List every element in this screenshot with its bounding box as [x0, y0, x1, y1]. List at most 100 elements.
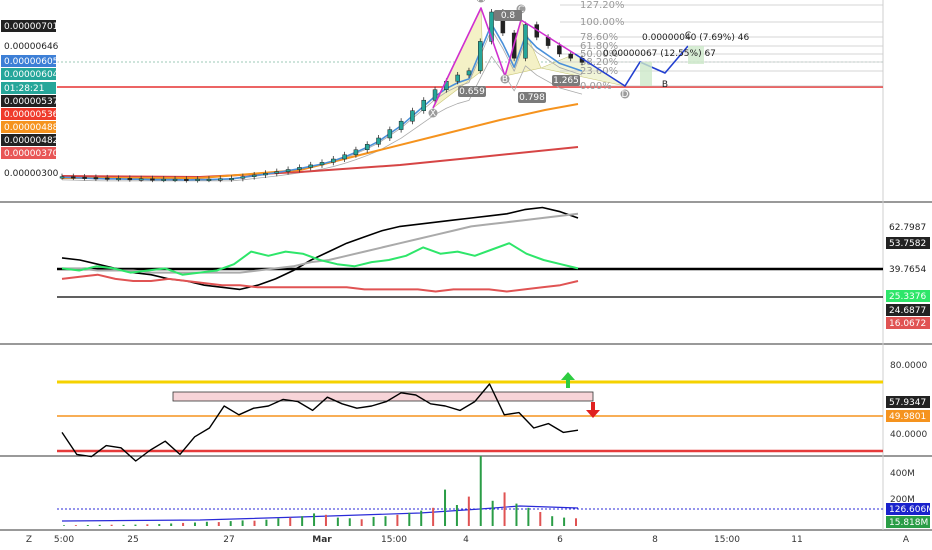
osc-tag-1: 53.7582	[889, 239, 926, 249]
price-tag-1-bg	[1, 40, 56, 52]
volume-bar-9	[170, 523, 173, 526]
volume-bar-42	[563, 517, 566, 526]
candle-body-23	[319, 162, 325, 166]
stoch-zone-box	[172, 391, 594, 402]
volume-bar-35	[479, 456, 482, 526]
volume-bar-23	[336, 517, 339, 526]
time-label-7: 8	[652, 535, 658, 545]
volume-bar-43	[575, 518, 577, 526]
volume-bar-5	[122, 524, 125, 526]
fib-label-3: 61.80%	[580, 41, 618, 52]
price-tag-7-bg	[1, 121, 56, 133]
stoch-tick-0: 80.0000	[890, 361, 927, 371]
candle-body-22	[308, 164, 313, 168]
stoch-tag-0-bg	[886, 396, 930, 408]
candle-body-33	[432, 89, 438, 101]
volume-ma	[61, 505, 579, 522]
volume-bar-21	[313, 513, 316, 526]
candle-body-38	[489, 11, 494, 42]
candle-body-17	[251, 174, 257, 177]
price-tag-5-bg	[1, 95, 56, 107]
price-tag-3-bg	[1, 68, 56, 80]
volume-bar-19	[289, 517, 292, 526]
volume-bar-32	[444, 489, 447, 526]
price-tag-5: 0.00000537	[4, 97, 58, 107]
candle-body-37	[478, 41, 483, 72]
pattern-point-bg-A	[476, 0, 486, 3]
candle-body-11	[184, 178, 189, 181]
candle-body-28	[376, 137, 381, 145]
volume-bar-28	[396, 514, 399, 526]
price-tag-6-bg	[1, 108, 56, 120]
price-tag-7: 0.00000488	[4, 123, 59, 133]
arrow-up-icon	[561, 372, 575, 388]
osc-tag-3-bg	[886, 290, 930, 302]
time-label-4: 15:00	[381, 535, 407, 545]
volume-bar-17	[265, 519, 268, 526]
projection-point-C: C	[685, 31, 691, 41]
bollinger-lower	[61, 55, 583, 182]
volume-bar-20	[301, 516, 304, 526]
candle-body-7	[138, 178, 144, 181]
pattern-point-bg-B	[500, 74, 510, 84]
ratio-bg-3	[552, 75, 580, 86]
price-tag-3: 0.00000604	[4, 70, 59, 80]
projection-point-B: B	[662, 80, 668, 90]
stoch-tag-1-bg	[886, 410, 930, 422]
candle-body-3	[93, 177, 99, 180]
bollinger-upper	[61, 29, 583, 181]
candle-body-32	[421, 99, 426, 111]
pattern-point-B: B	[502, 75, 508, 85]
volume-bar-33	[455, 505, 458, 526]
candle-body-19	[274, 171, 280, 174]
volume-bar-13	[217, 522, 220, 526]
candle-body-20	[285, 169, 291, 172]
price-tag-10: 0.00000300	[4, 169, 59, 179]
osc-tag-0-bg	[886, 221, 930, 233]
price-tag-9-bg	[1, 147, 56, 159]
ratio-bg-0	[494, 10, 522, 21]
osc-tag-0: 62.7987	[889, 223, 926, 233]
price-tag-2-bg	[1, 55, 56, 67]
candle-body-44	[557, 45, 562, 55]
volume-bar-15	[241, 520, 244, 526]
fib-label-6: 23.60%	[580, 66, 618, 77]
volume-bar-24	[348, 518, 351, 526]
candle-body-31	[410, 110, 415, 122]
candle-body-16	[240, 176, 246, 179]
volume-bar-1	[74, 525, 77, 526]
volume-bar-7	[146, 524, 149, 526]
ratio-label-3: 1.265	[553, 76, 579, 86]
volume-bar-40	[539, 512, 542, 526]
price-tag-9: 0.00000370	[4, 149, 59, 159]
volume-bar-0	[63, 525, 65, 526]
ratio-label-1: 0.659	[459, 87, 485, 97]
time-label-0: 5:00	[54, 535, 74, 545]
volume-tag-1-bg	[886, 516, 930, 528]
candle-body-21	[297, 167, 302, 170]
osc-tag-5: 16.0672	[889, 319, 926, 329]
osc-tag-5-bg	[886, 317, 930, 329]
volume-bar-36	[491, 500, 494, 526]
volume-bar-22	[324, 514, 327, 526]
ma-blue	[61, 23, 583, 181]
volume-bar-8	[158, 524, 161, 526]
candle-body-9	[161, 178, 166, 181]
volume-bar-10	[182, 522, 185, 526]
ma-orange	[62, 103, 579, 179]
volume-bar-34	[467, 496, 470, 526]
ratio-bg-1	[458, 86, 486, 97]
arrow-down-icon	[586, 402, 600, 418]
candle-body-5	[116, 178, 121, 181]
measure-box-2	[688, 46, 704, 64]
candle-body-10	[172, 178, 178, 181]
fib-label-5: 38.20%	[580, 57, 618, 68]
candle-body-41	[523, 24, 528, 59]
price-tag-8: 0.00000482	[4, 136, 58, 146]
candle-body-18	[263, 173, 268, 176]
price-tag-6: 0.00000536	[4, 110, 59, 120]
ratio-label-2: 0.798	[519, 93, 545, 103]
fib-label-4: 50.00%	[580, 49, 618, 60]
measure-label-1: 0.00000067 (12.55%) 67	[603, 49, 716, 59]
candle-body-2	[82, 176, 87, 179]
